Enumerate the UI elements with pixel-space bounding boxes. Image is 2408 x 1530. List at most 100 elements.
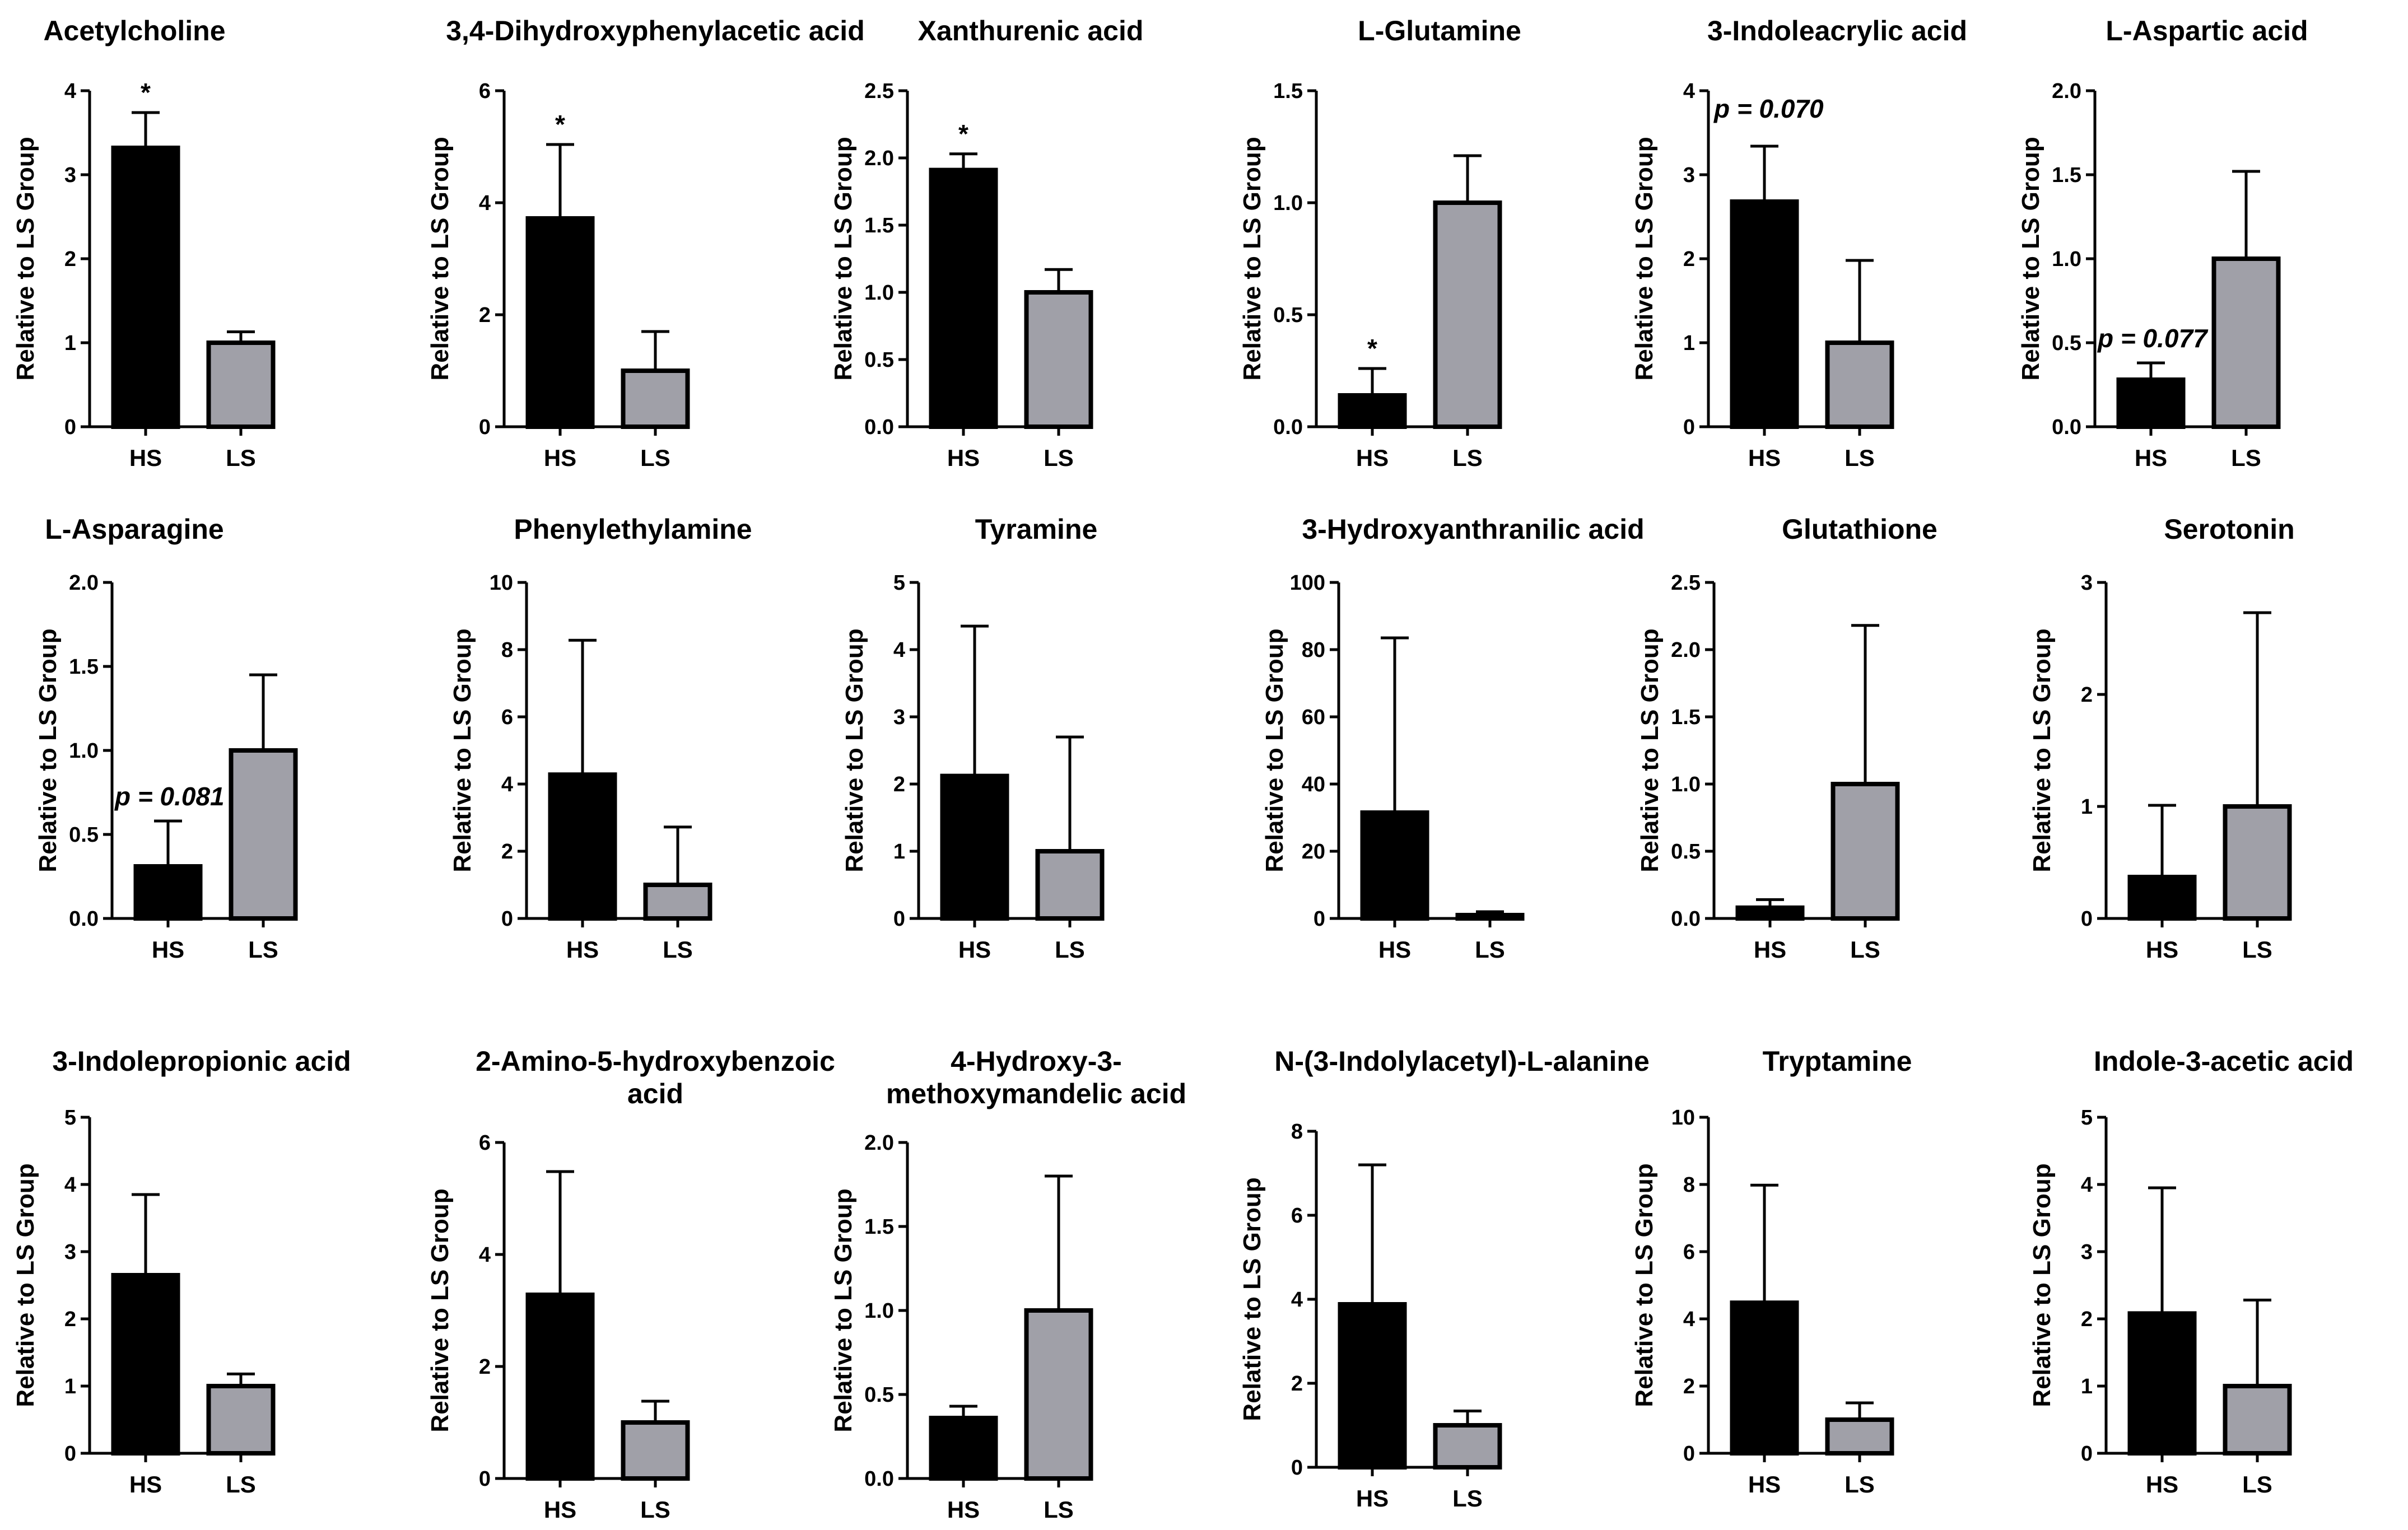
bar-chart: L-Aspartic acid Relative to LS Group 0.0 0.… — [2017, 15, 2308, 471]
chart-title: Serotonin — [2164, 514, 2294, 545]
significance-marker: * — [958, 119, 968, 148]
y-axis-label: Relative to LS Group — [34, 628, 62, 872]
bar-ls — [2211, 256, 2281, 429]
y-tick-label: 2 — [64, 1308, 76, 1331]
x-tick-label: LS — [1475, 936, 1505, 963]
y-tick-label: 2 — [1683, 1375, 1695, 1398]
y-axis-label: Relative to LS Group — [1631, 137, 1658, 380]
y-axis-label: Relative to LS Group — [426, 137, 454, 380]
bar-hs — [940, 773, 1009, 921]
bar-chart: N-(3-Indolylacetyl)-L-alanine Relative to… — [1238, 1046, 1650, 1512]
chart-title: Phenylethylamine — [514, 514, 752, 545]
bar-ls — [206, 340, 276, 429]
x-tick-label: HS — [1356, 445, 1389, 471]
bar-hs — [1735, 905, 1805, 921]
x-tick-label: LS — [2242, 1471, 2272, 1498]
y-tick-label: 2 — [1683, 248, 1695, 271]
chart-title: 4-Hydroxy-3- — [951, 1046, 1122, 1077]
y-tick-label: 1 — [64, 1375, 76, 1398]
y-tick-label: 1.5 — [69, 655, 99, 679]
bar-chart: L-Asparagine Relative to LS Group 0.0 0.5 1.… — [34, 514, 298, 963]
chart-panel: 2-Amino-5-hydroxybenzoic acid Relative to … — [420, 1030, 835, 1523]
bar-hs — [111, 146, 180, 429]
y-tick-label: 0 — [1683, 416, 1695, 439]
y-tick-label: 60 — [1302, 706, 1325, 729]
x-tick-label: LS — [640, 1496, 670, 1523]
y-axis-label: Relative to LS Group — [12, 1163, 39, 1407]
x-tick-label: HS — [1356, 1485, 1389, 1512]
x-tick-label: LS — [1452, 445, 1483, 471]
y-tick-label: 4 — [2081, 1173, 2093, 1197]
y-tick-label: 10 — [1671, 1106, 1695, 1130]
y-tick-label: 0.0 — [864, 1467, 894, 1491]
y-tick-label: 40 — [1302, 773, 1325, 796]
y-axis-label: Relative to LS Group — [830, 137, 857, 380]
x-tick-label: HS — [1378, 936, 1411, 963]
chart-title: 2-Amino-5-hydroxybenzoic — [476, 1046, 835, 1077]
x-tick-label: HS — [1748, 1471, 1781, 1498]
y-tick-label: 0.5 — [1273, 304, 1303, 327]
bar-ls — [1433, 200, 1502, 429]
bar-ls — [1433, 1423, 1502, 1470]
y-axis-label: Relative to LS Group — [1631, 1163, 1658, 1407]
y-tick-label: 0 — [1291, 1456, 1303, 1480]
x-tick-label: HS — [2146, 1471, 2178, 1498]
y-tick-label: 2 — [479, 1355, 491, 1379]
chart-panel: Tyramine Relative to LS Group 0 1 2 3 4 5 HS LS — [823, 498, 1215, 991]
chart-title: Acetylcholine — [43, 15, 225, 46]
y-tick-label: 2.0 — [864, 147, 894, 170]
x-tick-label: LS — [640, 445, 670, 471]
bar-ls — [643, 883, 712, 921]
x-tick-label: LS — [226, 1471, 256, 1498]
bar-ls — [621, 368, 690, 429]
x-tick-label: HS — [566, 936, 599, 963]
chart-title: Indole-3-acetic acid — [2094, 1046, 2354, 1077]
y-tick-label: 6 — [479, 80, 491, 103]
y-tick-label: 1 — [64, 332, 76, 355]
bar-chart: Serotonin Relative to LS Group 0 1 2 3 HS LS — [2028, 514, 2295, 963]
chart-panel: Phenylethylamine Relative to LS Group 0 2 4 6… — [420, 498, 812, 991]
y-tick-label: 2.5 — [1671, 571, 1701, 595]
y-tick-label: 1.5 — [1671, 706, 1701, 729]
y-tick-label: 0.0 — [2052, 416, 2081, 439]
y-tick-label: 5 — [893, 571, 905, 595]
bar-hs — [1360, 810, 1429, 921]
y-tick-label: 0.5 — [864, 1383, 894, 1407]
y-tick-label: 0.5 — [864, 348, 894, 372]
y-tick-label: 4 — [893, 638, 905, 662]
bar-hs — [133, 864, 203, 921]
chart-panel: Tryptamine Relative to LS Group 0 2 4 6 8 10 HS L… — [1624, 1030, 2016, 1523]
chart-panel: Xanthurenic acid Relative to LS Group 0.0 0… — [823, 0, 1215, 493]
bar-hs — [525, 216, 595, 429]
y-tick-label: 1.0 — [69, 739, 99, 763]
y-tick-label: 0.5 — [69, 823, 99, 847]
chart-panel: 3-Indoleacrylic acid Relative to LS Group… — [1624, 0, 2016, 493]
y-tick-label: 2.5 — [864, 80, 894, 103]
bar-chart: Tyramine Relative to LS Group 0 1 2 3 4 5 HS LS — [841, 514, 1105, 963]
y-tick-label: 1 — [2081, 795, 2093, 819]
y-tick-label: 0 — [1314, 907, 1325, 931]
y-tick-label: 1.0 — [1273, 192, 1303, 215]
y-tick-label: 5 — [64, 1106, 76, 1130]
x-tick-label: LS — [1055, 936, 1085, 963]
bar-hs — [1338, 1302, 1407, 1470]
y-tick-label: 2 — [2081, 1308, 2093, 1331]
y-tick-label: 0 — [479, 416, 491, 439]
y-tick-label: 8 — [1291, 1120, 1303, 1144]
chart-title: Tyramine — [975, 514, 1098, 545]
y-tick-label: 4 — [64, 80, 76, 103]
chart-title: 3-Hydroxyanthranilic acid — [1302, 514, 1644, 545]
y-tick-label: 6 — [501, 706, 513, 729]
bar-chart: Xanthurenic acid Relative to LS Group 0.0 0… — [830, 15, 1143, 471]
p-value-annotation: p = 0.070 — [1713, 94, 1824, 123]
x-tick-label: HS — [129, 445, 162, 471]
y-tick-label: 2.0 — [69, 571, 99, 595]
x-tick-label: HS — [1754, 936, 1786, 963]
y-tick-label: 4 — [1291, 1288, 1303, 1312]
chart-title: 3-Indoleacrylic acid — [1707, 15, 1967, 46]
chart-panel: 3-Indolepropionic acid Relative to LS Gro… — [12, 1030, 409, 1523]
y-axis-label: Relative to LS Group — [2017, 137, 2044, 380]
chart-panel: 4-Hydroxy-3- methoxymandelic acid Relative… — [823, 1030, 1215, 1523]
bar-hs — [2127, 1311, 2197, 1456]
y-tick-label: 6 — [1683, 1240, 1695, 1264]
